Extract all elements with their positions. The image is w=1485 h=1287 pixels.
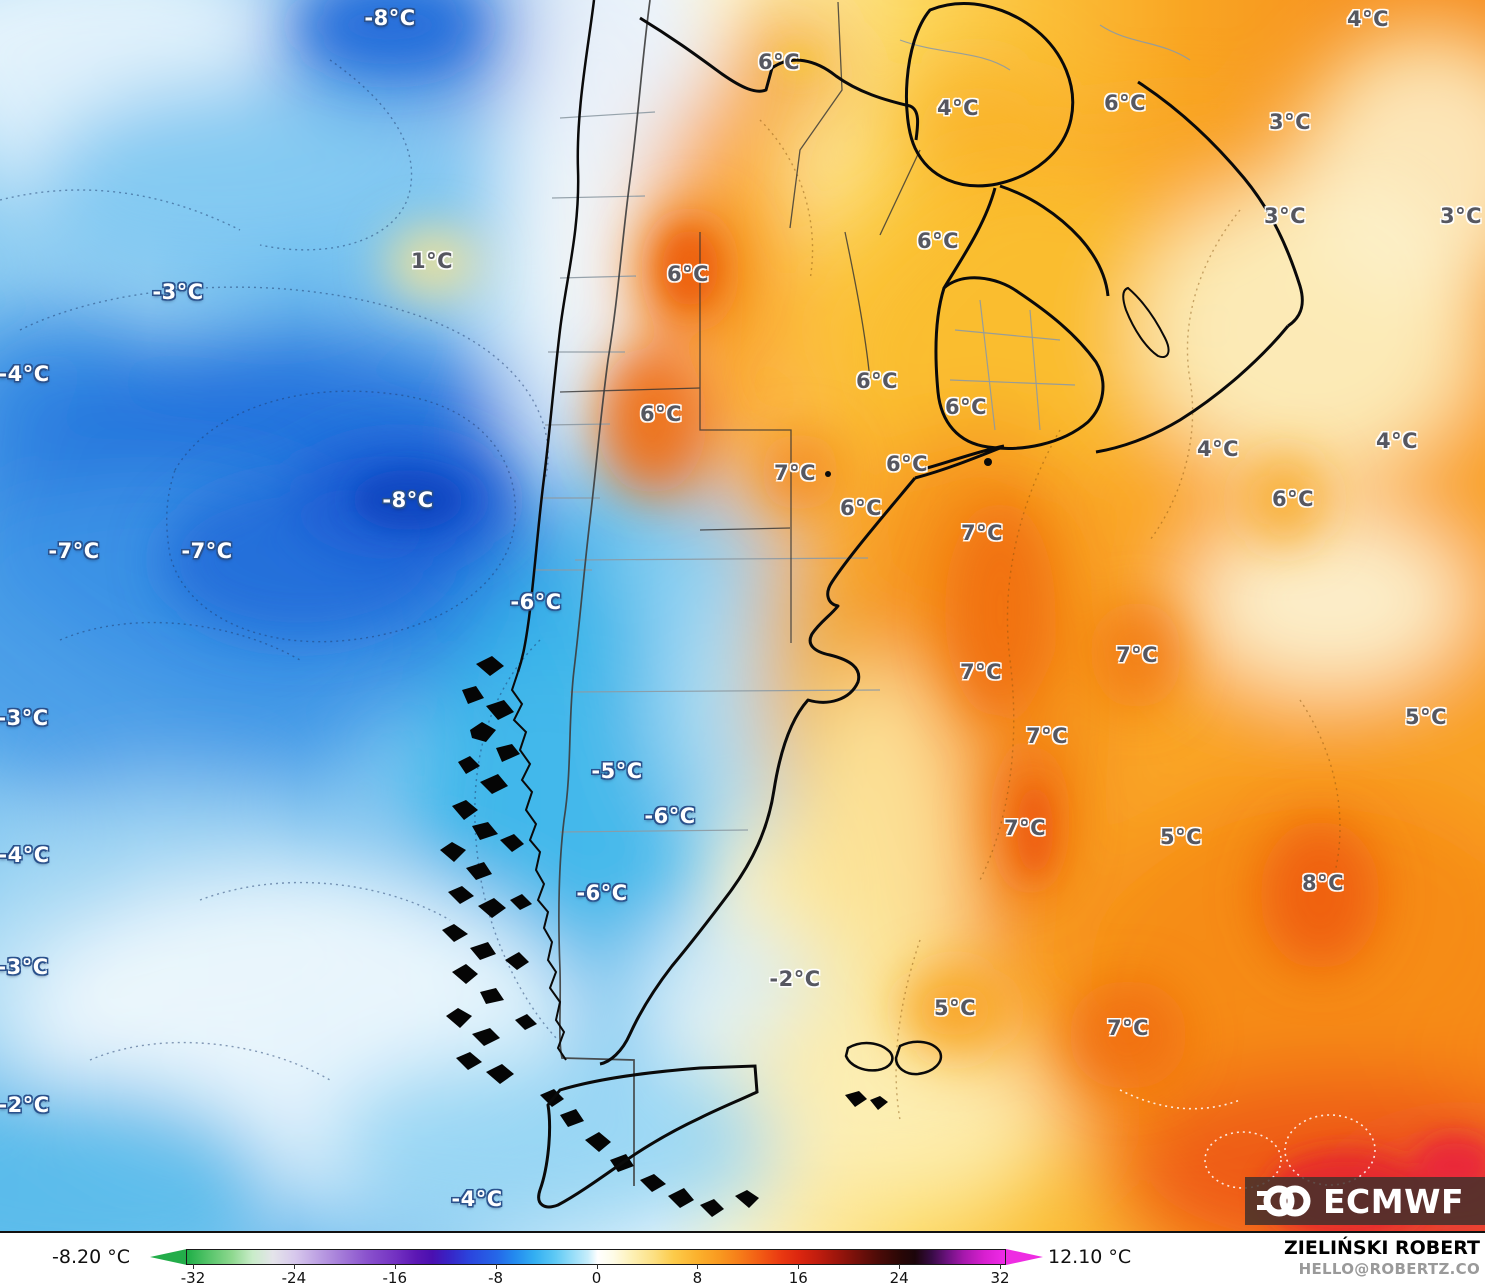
tierra-del-fuego <box>537 1064 759 1209</box>
chile-coast <box>516 0 596 673</box>
ecmwf-logo: ECMWF <box>1245 1177 1485 1225</box>
colorbar-tick-label: 24 <box>889 1269 909 1287</box>
weather-map: -8°C -3°C -4°C -8°C -7°C -7°C -6°C -3°C -5°C -6°C… <box>0 0 1485 1233</box>
cold-contours <box>0 59 559 1081</box>
colorbar-tick <box>495 1264 497 1269</box>
hot-contours <box>1119 1089 1376 1189</box>
map-graphic <box>0 0 1485 1231</box>
geography <box>440 0 1304 1217</box>
colorbar-tick <box>798 1264 800 1269</box>
colorbar-tick-label: -24 <box>281 1269 307 1287</box>
colorbar-tick <box>394 1264 396 1269</box>
legend-footer: -8.20 °C -32 -24 -16 -8 0 8 16 24 32 12.10 °C ZI… <box>0 1233 1485 1287</box>
colorbar-right-arrow <box>1006 1249 1043 1265</box>
warm-contours <box>759 119 1341 1121</box>
fjord-coast <box>510 671 567 1061</box>
colorbar-gradient <box>186 1249 1006 1265</box>
ecmwf-logo-icon <box>1257 1185 1311 1217</box>
colorbar-tick-label: 32 <box>990 1269 1010 1287</box>
credit-block: ZIELIŃSKI ROBERT HELLO@ROBERTZ.CO <box>1284 1237 1480 1278</box>
colorbar-tick <box>193 1264 194 1269</box>
colorbar-tick-label: -32 <box>180 1269 206 1287</box>
falkland-islands <box>844 1040 943 1076</box>
colorbar-tick <box>899 1264 901 1269</box>
atlantic-coast <box>599 444 1005 1066</box>
credit-email: HELLO@ROBERTZ.CO <box>1298 1260 1480 1279</box>
ecmwf-logo-text: ECMWF <box>1323 1181 1465 1221</box>
colorbar-tick-label: -16 <box>382 1269 408 1287</box>
colorbar-tick <box>293 1264 295 1269</box>
colorbar-tick <box>697 1264 699 1269</box>
colorbar-max-label: 12.10 °C <box>1048 1246 1132 1268</box>
colorbar-left-arrow <box>150 1249 187 1265</box>
colorbar-tick <box>596 1264 598 1269</box>
colorbar-min-label: -8.20 °C <box>52 1246 130 1268</box>
colorbar-tick-label: -8 <box>488 1269 504 1287</box>
colorbar-tick-label: 16 <box>788 1269 808 1287</box>
colorbar: -32 -24 -16 -8 0 8 16 24 32 <box>150 1233 1050 1287</box>
colorbar-tick-label: 8 <box>692 1269 703 1287</box>
credit-name: ZIELIŃSKI ROBERT <box>1284 1237 1480 1259</box>
colorbar-tick-label: 0 <box>591 1269 602 1287</box>
colorbar-tick <box>1000 1264 1001 1269</box>
andes-border <box>557 0 651 1186</box>
